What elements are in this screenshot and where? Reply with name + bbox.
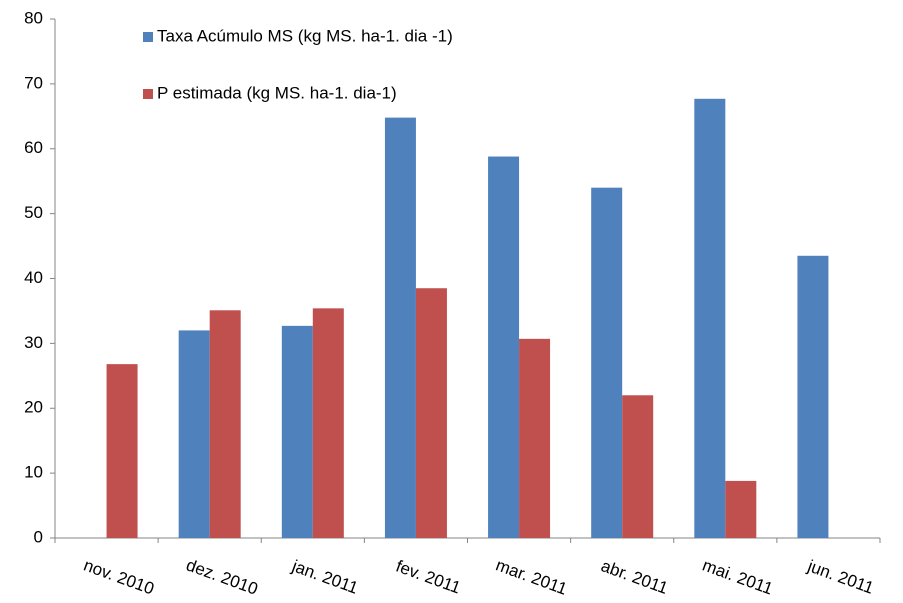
y-tick-label: 0 — [34, 527, 43, 546]
bar — [281, 325, 313, 538]
bar — [622, 395, 654, 538]
y-tick-label: 40 — [24, 268, 43, 287]
x-tick-label: mai. 2011 — [700, 556, 775, 599]
y-tick-label: 70 — [24, 73, 43, 92]
bar — [106, 364, 138, 538]
bar — [725, 480, 757, 538]
x-tick-label: jun. 2011 — [804, 556, 876, 598]
x-tick-label: dez. 2010 — [184, 555, 261, 598]
x-tick-label: fev. 2011 — [393, 557, 463, 598]
bar — [178, 330, 210, 538]
bar — [519, 338, 551, 538]
bar — [591, 187, 623, 539]
legend-label: Taxa Acúmulo MS (kg MS. ha-1. dia -1) — [157, 26, 453, 45]
bar — [694, 98, 726, 538]
y-tick-label: 50 — [24, 203, 43, 222]
y-tick-label: 60 — [24, 138, 43, 157]
bar — [797, 255, 829, 538]
x-tick-label: nov. 2010 — [81, 556, 156, 599]
bar — [384, 117, 416, 539]
x-tick-label: abr. 2011 — [599, 556, 671, 598]
legend-swatch — [143, 32, 153, 42]
y-tick-label: 10 — [24, 463, 43, 482]
x-tick-label: mar. 2011 — [493, 555, 569, 598]
y-tick-label: 20 — [24, 398, 43, 417]
bar — [209, 310, 241, 538]
y-tick-label: 80 — [24, 8, 43, 27]
bar — [488, 156, 520, 538]
legend-label: P estimada (kg MS. ha-1. dia-1) — [157, 83, 397, 102]
bar — [312, 308, 344, 538]
x-tick-label: jan. 2011 — [289, 556, 361, 598]
y-tick-label: 30 — [24, 333, 43, 352]
bar — [415, 288, 447, 538]
legend-swatch — [143, 89, 153, 99]
